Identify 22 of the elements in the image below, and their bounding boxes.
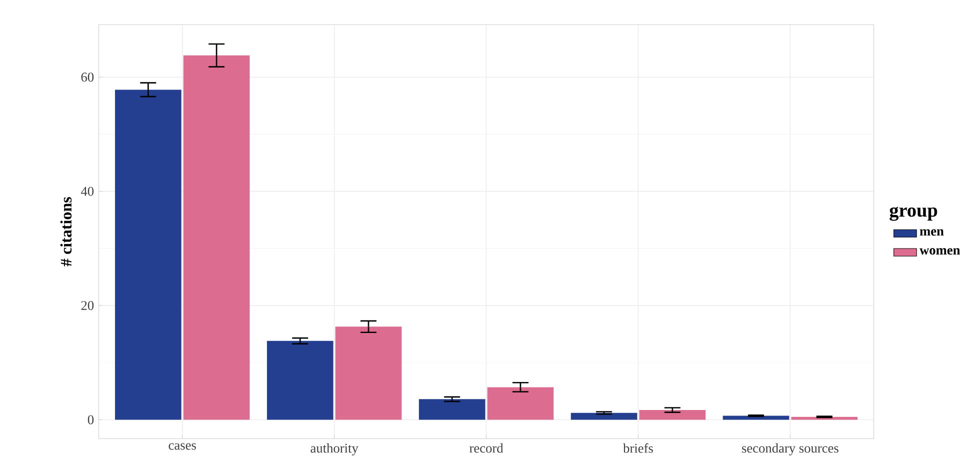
y-tick-label: 60 — [81, 72, 94, 82]
bar — [639, 410, 706, 420]
y-tick-label: 40 — [80, 186, 94, 196]
bar — [418, 399, 486, 420]
legend-label: men — [920, 229, 944, 236]
bar — [487, 387, 554, 420]
legend-title: group — [890, 206, 938, 221]
legend-label: women — [920, 248, 960, 255]
x-tick-label: secondary sources — [742, 443, 838, 456]
x-tick-label: cases — [168, 443, 196, 450]
y-axis-title: # citations — [60, 197, 72, 266]
bar — [115, 90, 182, 420]
bar — [570, 412, 638, 420]
y-tick-label: 0 — [88, 415, 94, 424]
bar — [722, 416, 790, 420]
x-tick-label: record — [470, 443, 504, 453]
bar — [335, 326, 402, 420]
x-tick-label: briefs — [623, 443, 653, 453]
x-tick-label: authority — [310, 443, 358, 456]
bar — [183, 55, 250, 420]
bar — [266, 340, 334, 420]
y-tick-label: 20 — [81, 301, 94, 310]
